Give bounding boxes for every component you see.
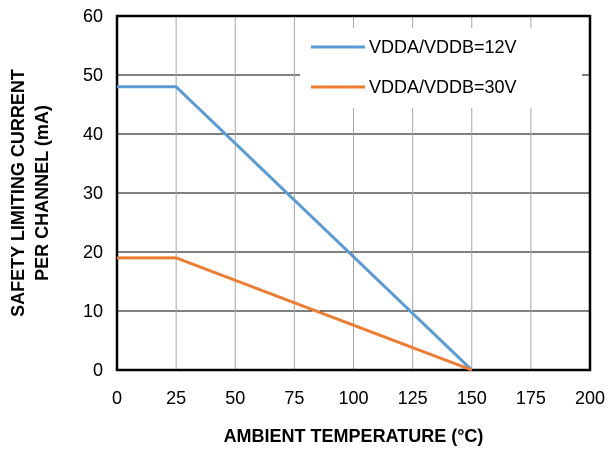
x-tick-label: 50	[225, 388, 245, 408]
x-tick-label: 100	[338, 388, 368, 408]
legend-background	[300, 28, 582, 108]
x-tick-label: 25	[166, 388, 186, 408]
legend: VDDA/VDDB=12V VDDA/VDDB=30V	[300, 28, 582, 108]
y-axis-title-line-1: SAFETY LIMITING CURRENT	[8, 69, 28, 317]
y-tick-label: 20	[83, 242, 103, 262]
x-tick-label: 150	[457, 388, 487, 408]
series-line-1	[117, 85, 473, 372]
y-tick-label: 10	[83, 301, 103, 321]
x-axis-title: AMBIENT TEMPERATURE (°C)	[224, 426, 484, 446]
legend-label-2: VDDA/VDDB=30V	[369, 77, 517, 97]
y-tick-label: 50	[83, 65, 103, 85]
x-tick-label: 175	[516, 388, 546, 408]
y-axis-title-line-2: PER CHANNEL (mA)	[32, 105, 52, 281]
plot-area-border	[115, 14, 592, 372]
y-tick-label: 0	[93, 360, 103, 380]
y-tick-label: 40	[83, 124, 103, 144]
legend-label-1: VDDA/VDDB=12V	[369, 37, 517, 57]
x-tick-label: 125	[398, 388, 428, 408]
y-tick-label: 30	[83, 183, 103, 203]
tick-labels: 0 25 50 75 100 125 150 175 200 0 10 20 30 40 50 60	[83, 6, 605, 408]
y-tick-label: 60	[83, 6, 103, 26]
x-tick-label: 200	[575, 388, 605, 408]
x-tick-label: 75	[284, 388, 304, 408]
series-layer	[117, 85, 473, 372]
series-line-2	[117, 256, 473, 372]
x-tick-label: 0	[112, 388, 122, 408]
